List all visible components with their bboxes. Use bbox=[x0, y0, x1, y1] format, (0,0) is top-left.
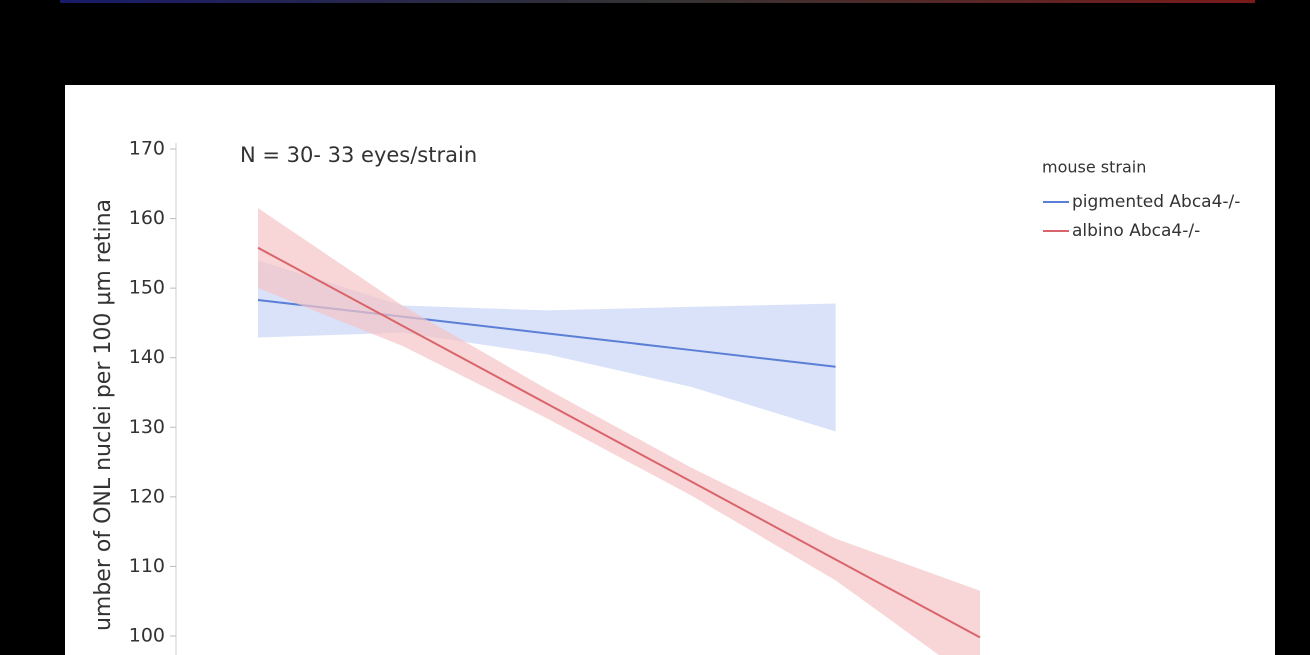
annotation: N = 30- 33 eyes/strain bbox=[240, 143, 477, 167]
legend-label: albino Abca4-/- bbox=[1072, 221, 1200, 241]
confidence-band bbox=[258, 208, 980, 655]
confidence-band bbox=[258, 260, 836, 432]
y-tick-label: 140 bbox=[129, 346, 165, 368]
y-tick-label: 130 bbox=[129, 416, 165, 438]
y-tick-label: 100 bbox=[129, 625, 165, 647]
legend-title: mouse strain bbox=[1042, 158, 1146, 177]
plot: 100 110 120 130 140 150 160 170 bbox=[129, 138, 981, 655]
line bbox=[257, 246, 981, 639]
y-tick-label: 120 bbox=[129, 485, 165, 507]
y-tick-label: 160 bbox=[129, 207, 165, 229]
y-tick-label: 150 bbox=[129, 277, 165, 299]
y-tick-label: 170 bbox=[129, 138, 165, 160]
y-tick-label: 110 bbox=[129, 555, 165, 577]
top-bar bbox=[60, 0, 1255, 3]
legend-label: pigmented Abca4-/- bbox=[1072, 192, 1240, 212]
y-axis-label: umber of ONL nuclei per 100 µm retina bbox=[91, 199, 116, 631]
